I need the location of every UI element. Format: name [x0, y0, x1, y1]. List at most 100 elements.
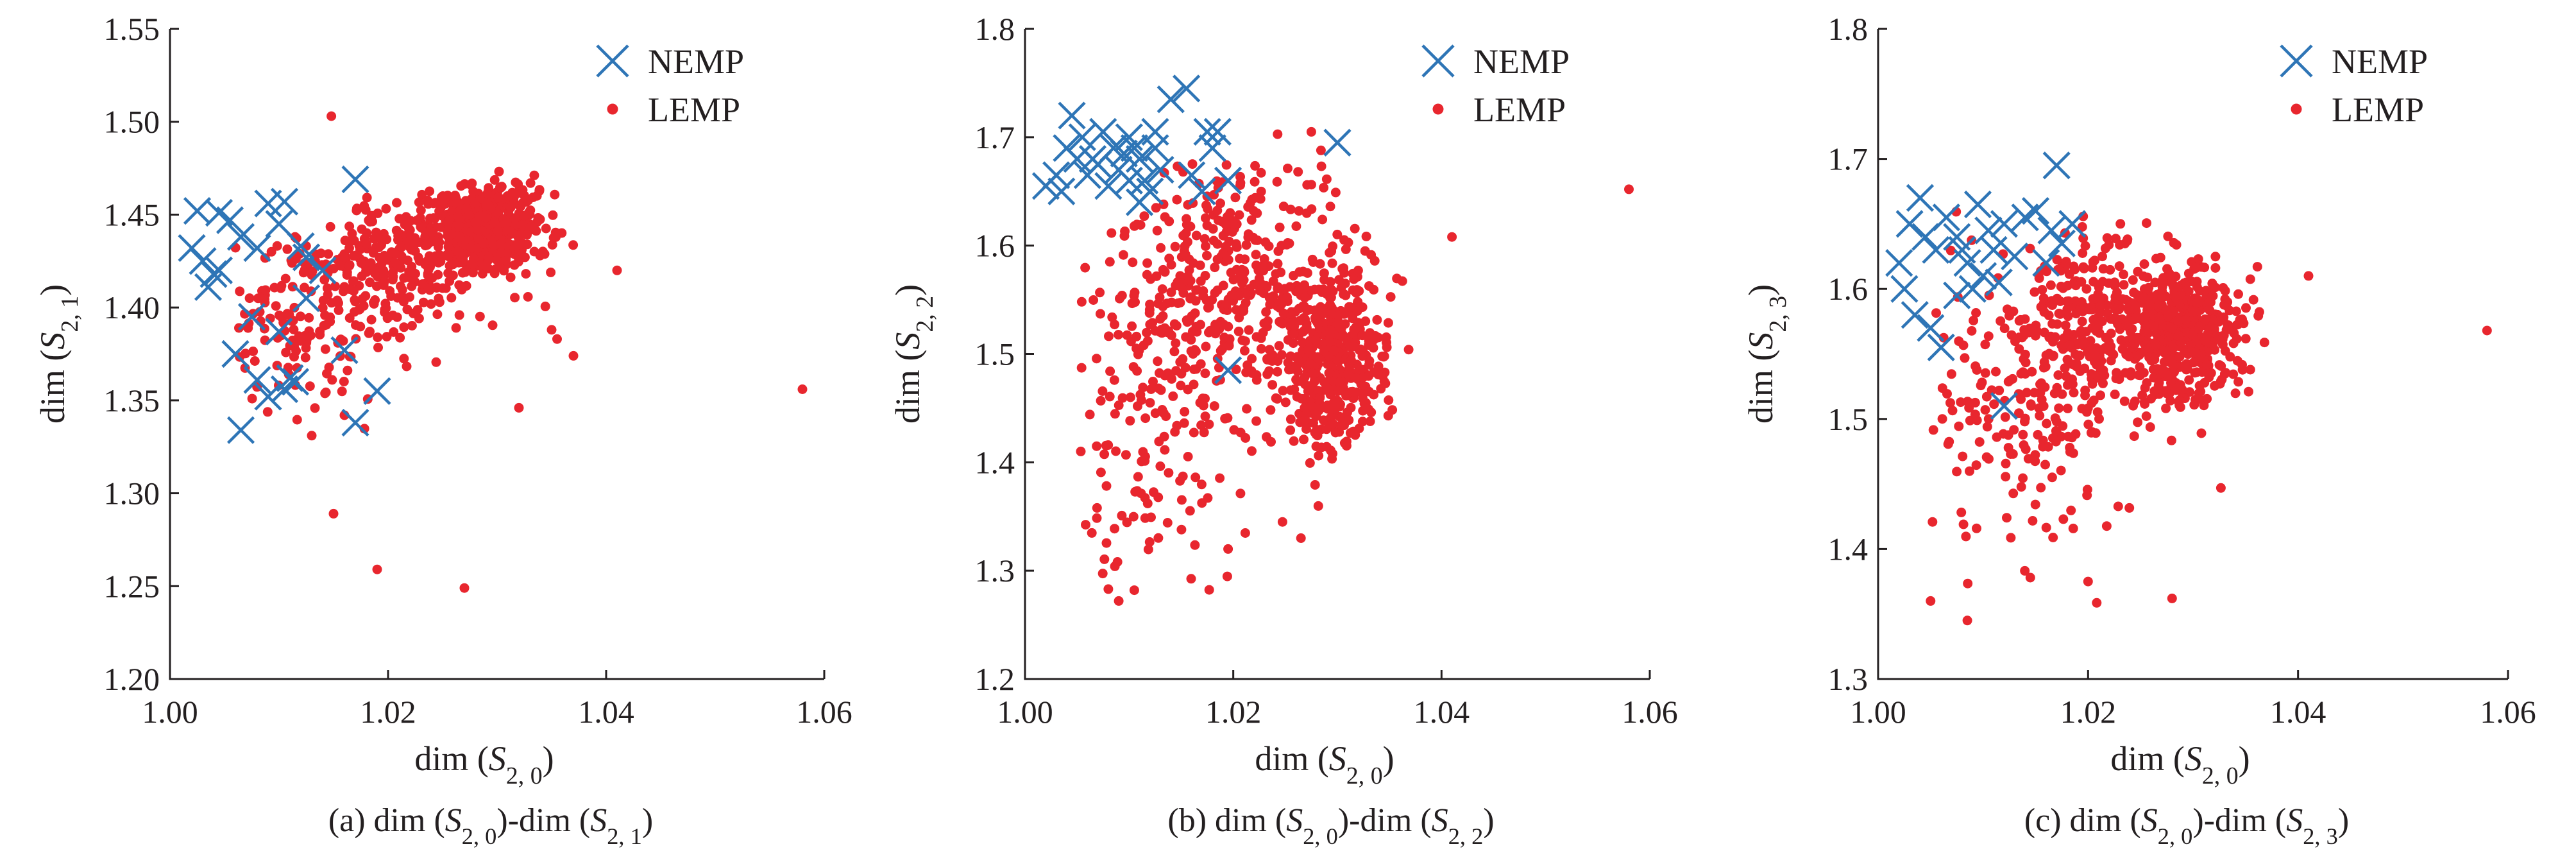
lemp-point [1195, 398, 1205, 408]
nemp-point [1214, 166, 1242, 194]
lemp-point [2207, 279, 2217, 289]
lemp-point [1278, 308, 1289, 318]
lemp-point [327, 375, 337, 385]
lemp-point [1104, 331, 1114, 341]
lemp-point [1403, 345, 1414, 355]
y-axis-label: dim (S2, 2) [888, 284, 938, 424]
lemp-point [1330, 187, 1341, 198]
lemp-point [1186, 574, 1196, 584]
lemp-point [1318, 214, 1328, 225]
lemp-point [2233, 320, 2243, 330]
lemp-point [1315, 259, 1325, 269]
lemp-point [2142, 378, 2152, 388]
lemp-point [2101, 332, 2111, 343]
lemp-point [432, 309, 443, 320]
lemp-point [1221, 160, 1232, 170]
lemp-point [456, 181, 466, 191]
lemp-point [1092, 354, 1102, 364]
x-axis-label: dim (S2, 0) [414, 739, 554, 789]
lemp-point [2184, 375, 2194, 385]
lemp-point [1980, 340, 1990, 350]
lemp-point [1150, 408, 1160, 418]
lemp-point [2133, 334, 2143, 344]
lemp-point [373, 332, 383, 343]
lemp-point [1228, 216, 1238, 226]
lemp-point [1956, 397, 1966, 408]
lemp-point [493, 193, 504, 203]
lemp-point [1250, 176, 1260, 187]
lemp-point [1241, 433, 1251, 443]
lemp-point [1096, 309, 1105, 319]
nemp-point [1917, 314, 1945, 342]
lemp-point [1254, 273, 1264, 284]
lemp-point [1334, 377, 1344, 387]
x-tick-label: 1.00 [997, 694, 1053, 730]
lemp-point [1092, 441, 1102, 451]
lemp-point [1256, 186, 1266, 196]
lemp-point [2065, 340, 2075, 350]
lemp-point [326, 111, 337, 121]
lemp-point [1196, 479, 1207, 490]
lemp-point [390, 257, 400, 268]
lemp-point [1983, 414, 1994, 424]
nemp-point [292, 243, 321, 271]
lemp-point [2087, 398, 2097, 408]
lemp-point [2003, 304, 2012, 314]
lemp-point [1240, 345, 1250, 356]
legend-lemp-label: LEMP [648, 90, 740, 129]
lemp-point [1273, 259, 1283, 269]
nemp-point [1323, 128, 1352, 157]
lemp-point [244, 293, 255, 304]
lemp-point [451, 323, 461, 333]
nemp-point [1141, 134, 1169, 162]
lemp-point [1321, 424, 1332, 434]
lemp-point [1128, 512, 1139, 522]
lemp-point [1280, 397, 1291, 408]
nemp-point [1901, 301, 1929, 329]
lemp-point [335, 261, 345, 271]
plot-area [1031, 74, 1634, 606]
lemp-point [2165, 322, 2176, 332]
lemp-point [2162, 369, 2172, 379]
lemp-point [2098, 378, 2108, 388]
y-tick-label: 1.55 [104, 11, 160, 47]
nemp-point [1094, 172, 1123, 200]
lemp-point [2052, 319, 2062, 329]
lemp-point [2232, 334, 2242, 344]
lemp-point [454, 310, 464, 320]
scatter-panel-2: 1.2 1.3 1.4 1.5 1.6 1.7 1.8 1.00 1.02 1.04 1.06 dim… [888, 11, 1678, 849]
lemp-point [1153, 383, 1164, 393]
lemp-point [436, 210, 446, 220]
lemp-point [2241, 334, 2251, 344]
lemp-point [1291, 221, 1301, 231]
lemp-point [1264, 241, 1274, 252]
lemp-point [2039, 357, 2049, 367]
lemp-point [1223, 413, 1233, 423]
nemp-point [205, 256, 233, 284]
lemp-point [2048, 533, 2058, 542]
lemp-point [408, 267, 418, 277]
lemp-point [1185, 275, 1196, 286]
lemp-point [1142, 270, 1152, 280]
x-tick-label: 1.06 [2480, 694, 2536, 730]
lemp-point [324, 362, 334, 372]
lemp-point [2034, 273, 2044, 283]
lemp-point [2097, 252, 2107, 262]
lemp-point [1105, 391, 1115, 402]
lemp-point [296, 336, 306, 346]
nemp-point [178, 234, 206, 262]
lemp-point [1385, 292, 1396, 302]
lemp-point [2090, 428, 2101, 438]
lemp-point [430, 198, 441, 208]
nemp-point [1943, 281, 1971, 309]
lemp-point [541, 223, 551, 234]
nemp-point [1990, 210, 2018, 238]
lemp-point [1212, 254, 1223, 264]
lemp-point [1348, 285, 1358, 295]
lemp-point [344, 243, 354, 254]
lemp-point [568, 350, 579, 361]
lemp-point [1114, 596, 1124, 606]
lemp-point [382, 313, 393, 323]
x-tick-label: 1.00 [1850, 694, 1906, 730]
lemp-point [1216, 346, 1226, 356]
